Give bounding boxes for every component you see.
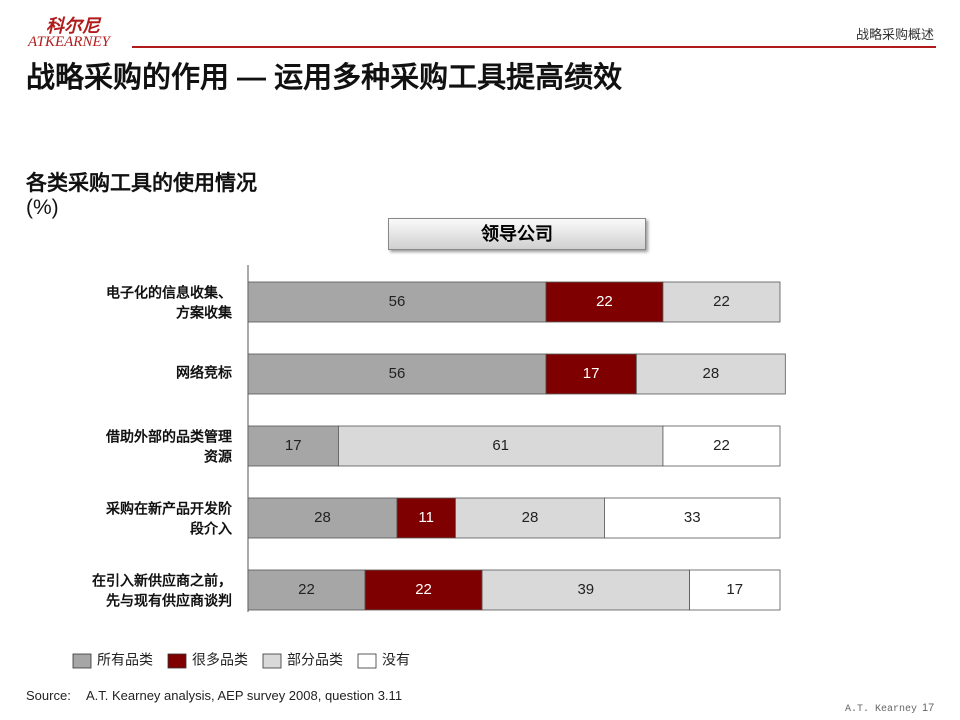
bar-segment: [455, 497, 605, 539]
logo-cn: 科尔尼: [46, 16, 100, 36]
value-label: 17: [726, 581, 743, 598]
group-label: 领导公司: [388, 218, 646, 250]
legend-swatch: [262, 653, 282, 669]
bar-segment: [689, 569, 781, 611]
category-label: 方案收集: [176, 305, 233, 321]
legend-swatch: [167, 653, 187, 669]
value-label: 17: [583, 365, 600, 382]
category-label: 资源: [204, 449, 232, 465]
value-label: 22: [298, 581, 315, 598]
category-label: 段介入: [190, 521, 232, 537]
bar-segment: [545, 281, 664, 323]
value-label: 56: [389, 365, 406, 382]
legend-swatch: [357, 653, 377, 669]
bar-segment: [604, 497, 781, 539]
category-label: 电子化的信息收集、: [106, 285, 232, 301]
bar-segment: [247, 569, 366, 611]
legend-swatch: [72, 653, 92, 669]
bar-segment: [545, 353, 637, 395]
category-label: 先与现有供应商谈判: [106, 593, 232, 609]
bar-segment: [635, 353, 786, 395]
logo-en: ATKEARNEY: [28, 34, 110, 50]
bar-segment: [338, 425, 664, 467]
value-label: 56: [389, 293, 406, 310]
legend-label: 部分品类: [287, 652, 343, 668]
value-label: 61: [492, 437, 509, 454]
value-label: 22: [713, 293, 730, 310]
bar-segment: [481, 569, 690, 611]
category-label: 借助外部的品类管理: [105, 429, 232, 445]
legend-label: 没有: [382, 652, 410, 668]
chart-title: 各类采购工具的使用情况: [26, 172, 257, 195]
bar-segment: [247, 497, 398, 539]
value-label: 28: [314, 509, 331, 526]
value-label: 33: [684, 509, 701, 526]
category-label: 采购在新产品开发阶: [105, 501, 233, 517]
value-label: 17: [285, 437, 302, 454]
source-label: Source:: [26, 688, 71, 703]
header-rule: [132, 46, 936, 48]
value-label: 22: [596, 293, 613, 310]
source-text: A.T. Kearney analysis, AEP survey 2008, …: [86, 688, 403, 703]
value-label: 28: [522, 509, 539, 526]
value-label: 11: [418, 509, 434, 526]
value-label: 28: [702, 365, 719, 382]
unit-label: (%): [26, 196, 59, 219]
value-label: 22: [415, 581, 432, 598]
legend-label: 所有品类: [97, 652, 153, 668]
slide-title: 战略采购的作用 — 运用多种采购工具提高绩效: [26, 62, 623, 94]
category-label: 网络竞标: [176, 365, 232, 381]
category-label: 在引入新供应商之前，: [92, 573, 232, 589]
bar-segment: [247, 281, 547, 323]
bar-segment: [247, 353, 547, 395]
bar-segment: [396, 497, 456, 539]
bar-segment: [662, 281, 781, 323]
bar-segment: [247, 425, 339, 467]
bar-segment: [364, 569, 483, 611]
company: A.T. Kearney: [845, 704, 918, 715]
page-number: 17: [922, 702, 935, 714]
bar-segment: [662, 425, 781, 467]
legend-label: 很多品类: [192, 652, 248, 668]
section-label: 战略采购概述: [855, 27, 934, 42]
value-label: 22: [713, 437, 730, 454]
value-label: 39: [577, 581, 594, 598]
